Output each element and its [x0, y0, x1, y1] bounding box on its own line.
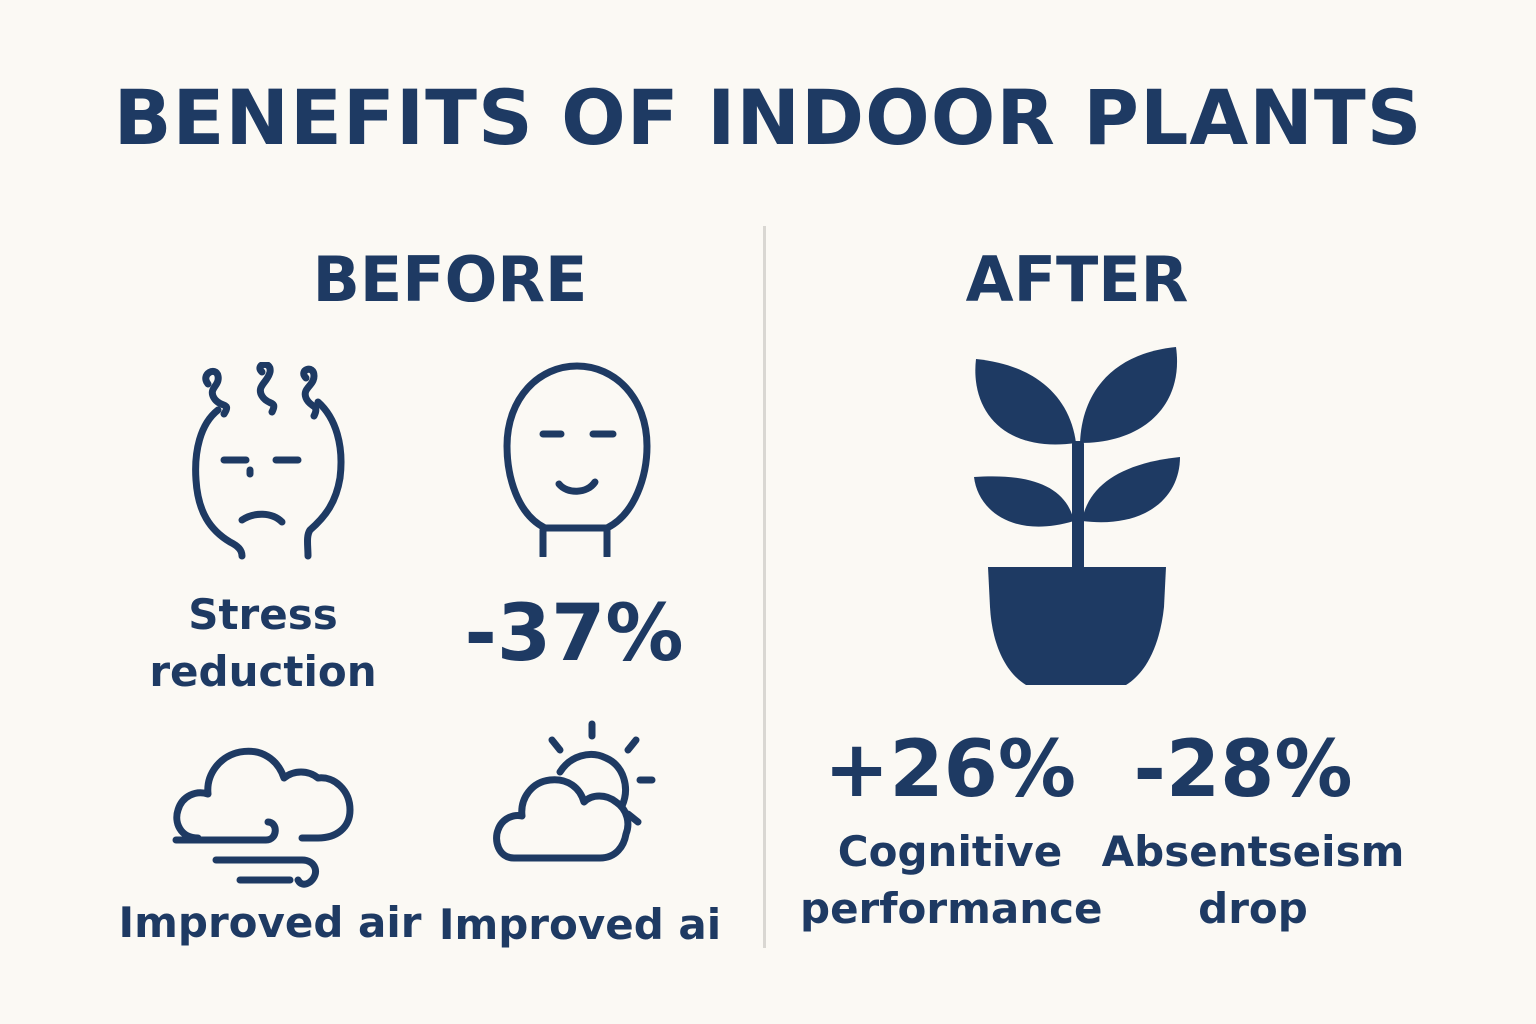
- stress-label-line1: Stress: [188, 590, 338, 639]
- cognitive-label-line2: performance: [800, 884, 1103, 933]
- stress-reduction-value: -37%: [464, 589, 684, 679]
- after-heading: AFTER: [965, 243, 1189, 316]
- stressed-face-icon: [180, 362, 355, 562]
- section-divider: [763, 226, 766, 948]
- absenteeism-label-line1: Absentseism: [1101, 827, 1405, 876]
- page-title: BENEFITS OF INDOOR PLANTS: [113, 73, 1423, 162]
- absenteeism-label-line2: drop: [1198, 884, 1308, 933]
- calm-face-icon: [503, 362, 653, 557]
- potted-plant-icon: [970, 345, 1185, 690]
- cognitive-value: +26%: [823, 725, 1077, 815]
- cognitive-label-line1: Cognitive: [837, 827, 1063, 876]
- stress-label-line2: reduction: [149, 647, 377, 696]
- improved-air-label-1: Improved air: [118, 898, 422, 947]
- windy-cloud-icon: [170, 738, 360, 888]
- improved-air-label-2: Improved ai: [438, 900, 722, 949]
- sun-cloud-icon: [490, 720, 660, 870]
- before-heading: BEFORE: [312, 243, 588, 316]
- absenteeism-value: -28%: [1133, 725, 1353, 815]
